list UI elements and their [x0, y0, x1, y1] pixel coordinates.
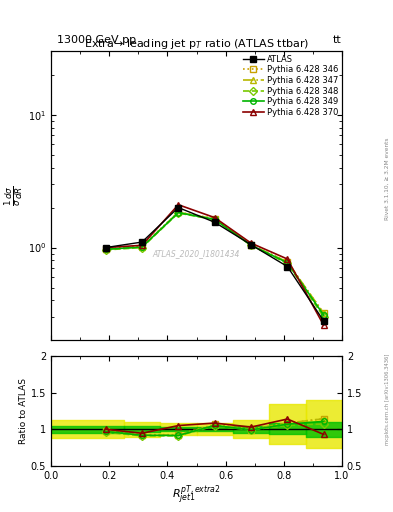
Pythia 6.428 349: [249, 242, 253, 248]
Title: Extra→ leading jet p$_T$ ratio (ATLAS ttbar): Extra→ leading jet p$_T$ ratio (ATLAS tt…: [84, 37, 309, 51]
Pythia 6.428 349: [140, 244, 144, 250]
Pythia 6.428 346: [176, 209, 181, 215]
Line: Pythia 6.428 346: Pythia 6.428 346: [103, 209, 327, 316]
Pythia 6.428 348: [249, 242, 253, 248]
Pythia 6.428 370: [103, 245, 108, 251]
Legend: ATLAS, Pythia 6.428 346, Pythia 6.428 347, Pythia 6.428 348, Pythia 6.428 349, P: ATLAS, Pythia 6.428 346, Pythia 6.428 34…: [242, 54, 340, 118]
Pythia 6.428 349: [176, 209, 181, 216]
Pythia 6.428 349: [285, 260, 290, 266]
Pythia 6.428 346: [103, 246, 108, 252]
Y-axis label: $\frac{1}{\sigma}\frac{d\sigma}{dR}$: $\frac{1}{\sigma}\frac{d\sigma}{dR}$: [3, 185, 25, 206]
Pythia 6.428 346: [321, 310, 326, 316]
Pythia 6.428 348: [140, 245, 144, 251]
ATLAS: [321, 318, 326, 324]
Pythia 6.428 347: [140, 244, 144, 250]
ATLAS: [249, 242, 253, 248]
Pythia 6.428 346: [140, 243, 144, 249]
Pythia 6.428 349: [321, 312, 326, 318]
Line: ATLAS: ATLAS: [102, 204, 327, 325]
Line: Pythia 6.428 349: Pythia 6.428 349: [103, 210, 327, 318]
Pythia 6.428 370: [321, 322, 326, 328]
ATLAS: [212, 219, 217, 225]
Pythia 6.428 348: [212, 217, 217, 223]
Pythia 6.428 348: [176, 210, 181, 216]
Text: 13000 GeV pp: 13000 GeV pp: [57, 35, 136, 45]
Text: mcplots.cern.ch [arXiv:1306.3436]: mcplots.cern.ch [arXiv:1306.3436]: [385, 354, 389, 445]
Pythia 6.428 347: [212, 216, 217, 222]
Text: ATLAS_2020_I1801434: ATLAS_2020_I1801434: [153, 249, 240, 258]
Pythia 6.428 370: [176, 202, 181, 208]
Pythia 6.428 348: [103, 247, 108, 253]
Line: Pythia 6.428 370: Pythia 6.428 370: [103, 202, 327, 328]
Pythia 6.428 347: [249, 242, 253, 248]
ATLAS: [103, 245, 108, 251]
Text: tt: tt: [333, 35, 342, 45]
Pythia 6.428 346: [285, 259, 290, 265]
Pythia 6.428 348: [321, 314, 326, 320]
Pythia 6.428 347: [176, 209, 181, 216]
Y-axis label: Ratio to ATLAS: Ratio to ATLAS: [19, 378, 28, 444]
Line: Pythia 6.428 347: Pythia 6.428 347: [103, 209, 327, 316]
ATLAS: [140, 239, 144, 245]
Text: Rivet 3.1.10, ≥ 3.2M events: Rivet 3.1.10, ≥ 3.2M events: [385, 138, 389, 221]
Pythia 6.428 347: [103, 246, 108, 252]
ATLAS: [176, 204, 181, 210]
Pythia 6.428 370: [285, 256, 290, 262]
Pythia 6.428 347: [321, 310, 326, 316]
ATLAS: [285, 264, 290, 270]
Pythia 6.428 346: [249, 242, 253, 248]
Pythia 6.428 370: [212, 215, 217, 221]
X-axis label: $R_{jet1}^{pT,extra2}$: $R_{jet1}^{pT,extra2}$: [172, 483, 221, 507]
Line: Pythia 6.428 348: Pythia 6.428 348: [103, 210, 327, 320]
Pythia 6.428 349: [103, 246, 108, 252]
Pythia 6.428 370: [140, 242, 144, 248]
Pythia 6.428 349: [212, 216, 217, 222]
Pythia 6.428 347: [285, 259, 290, 265]
Pythia 6.428 348: [285, 260, 290, 266]
Pythia 6.428 370: [249, 240, 253, 246]
Pythia 6.428 346: [212, 216, 217, 222]
